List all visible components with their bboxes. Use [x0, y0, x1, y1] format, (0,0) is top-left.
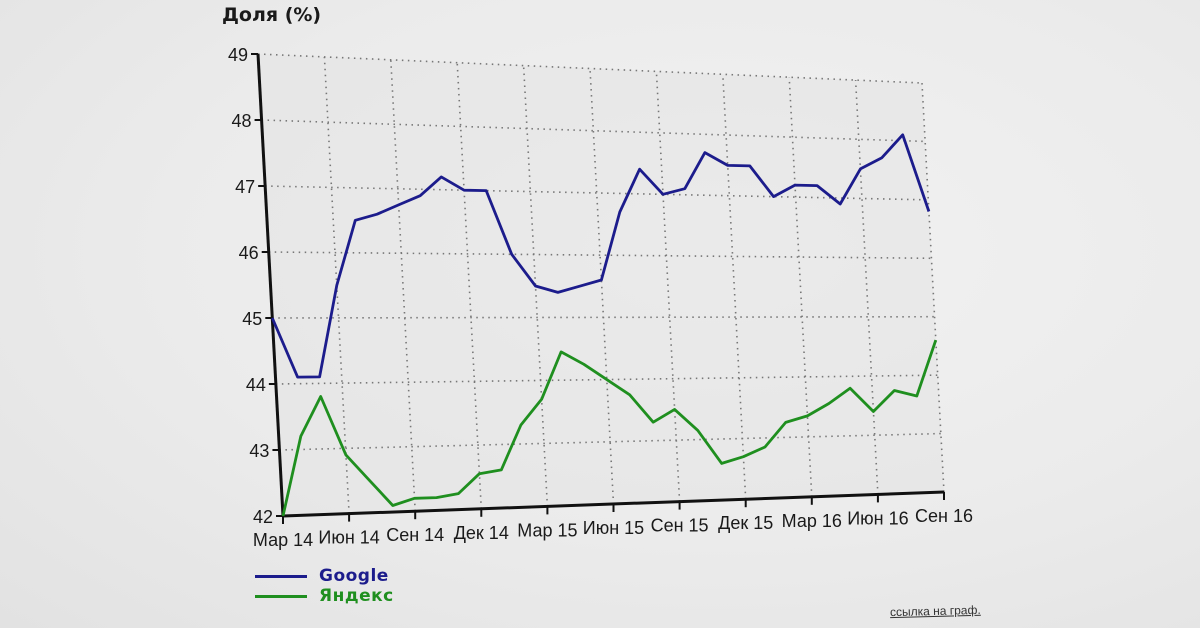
x-tick-label: Дек 14 — [454, 523, 509, 543]
gridline-h — [279, 432, 941, 451]
gridline-v — [788, 77, 813, 497]
y-tick-label: 46 — [239, 243, 259, 263]
y-tick-label: 44 — [246, 375, 266, 395]
y-tick-label: 48 — [232, 111, 252, 131]
gridline-v — [456, 62, 483, 509]
x-tick-label: Мар 14 — [253, 530, 313, 550]
x-tick-label: Июн 16 — [847, 508, 908, 528]
y-axis — [256, 53, 285, 517]
x-tick-label: Мар 15 — [517, 520, 577, 540]
x-tick-label: Июн 14 — [318, 528, 379, 548]
chart-title: Доля (%) — [222, 4, 322, 26]
legend-label-yandex: Яндекс — [319, 586, 394, 606]
legend-label-google: Google — [319, 566, 389, 586]
legend-item-yandex: Яндекс — [255, 586, 394, 606]
y-tick-label: 49 — [228, 45, 248, 65]
gridline-h — [268, 251, 932, 260]
x-tick-label: Мар 16 — [782, 511, 842, 531]
x-tick-label: Дек 15 — [718, 513, 773, 533]
series-line-yandex — [281, 339, 938, 517]
x-tick-label: Июн 15 — [583, 518, 644, 538]
x-tick-label: Сен 16 — [915, 506, 973, 526]
x-tick-label: Сен 14 — [386, 525, 444, 545]
legend-swatch-google — [255, 574, 307, 578]
y-tick-label: 42 — [253, 507, 273, 527]
gridline-v — [722, 74, 747, 500]
y-tick-label: 43 — [249, 441, 269, 461]
gridline-v — [589, 68, 615, 505]
y-tick-label: 45 — [242, 309, 262, 329]
series-line-google — [271, 133, 931, 379]
chart-link[interactable]: ссылка на граф. — [889, 602, 981, 620]
gridline-v — [921, 82, 945, 493]
gridline-h — [265, 185, 929, 201]
x-axis — [282, 490, 945, 518]
y-tick-label: 47 — [235, 177, 255, 197]
legend-item-google: Google — [255, 566, 394, 586]
x-tick-label: Сен 15 — [651, 516, 709, 536]
gridline-h — [261, 119, 926, 143]
legend-swatch-yandex — [255, 594, 307, 598]
legend: Google Яндекс — [255, 566, 394, 606]
plot-area — [258, 54, 944, 516]
